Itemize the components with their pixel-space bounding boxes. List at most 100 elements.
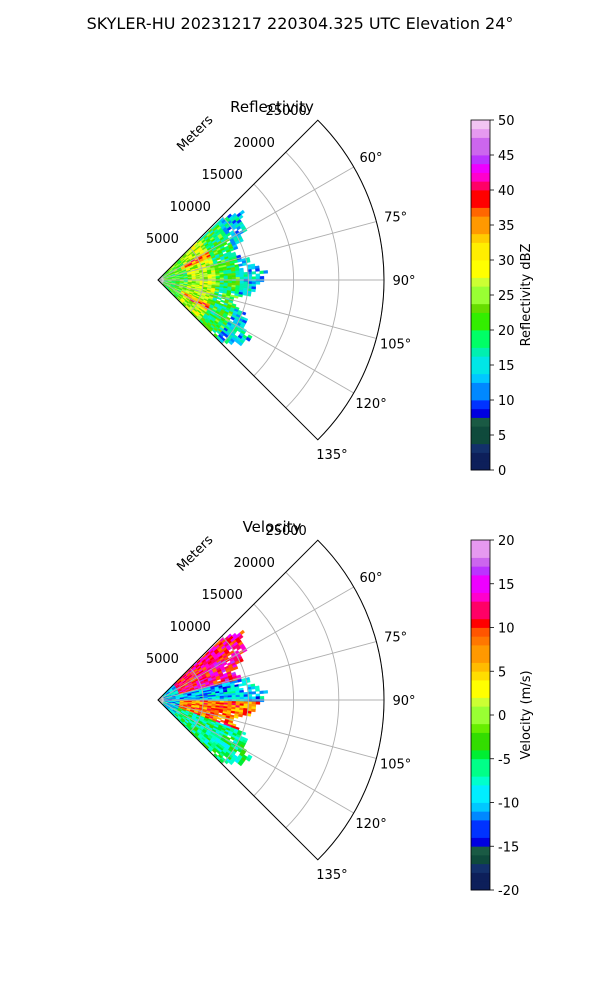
colorbar-band — [471, 881, 490, 891]
radial-tick-label: 10000 — [170, 200, 211, 215]
colorbar-band — [471, 408, 490, 418]
reflectivity-panel: Reflectivity 5000 10000 15000 20000 25000 Mete… — [146, 98, 534, 479]
colorbar-band — [471, 741, 490, 751]
colorbar-tick-label: 5 — [498, 665, 506, 680]
colorbar-band — [471, 417, 490, 427]
colorbar-tick-label: -5 — [498, 753, 511, 768]
colorbar-band — [471, 863, 490, 873]
colorbar-tick-label: 10 — [498, 394, 515, 409]
colorbar-band — [471, 697, 490, 707]
colorbar-band — [471, 802, 490, 812]
colorbar-band — [471, 251, 490, 261]
radial-tick-label: 15000 — [202, 588, 243, 603]
colorbar-band — [471, 286, 490, 296]
angle-tick-label: 135° — [316, 448, 347, 463]
colorbar-band — [471, 793, 490, 803]
colorbar-band — [471, 750, 490, 760]
colorbar-band — [471, 776, 490, 786]
colorbar-band — [471, 575, 490, 585]
colorbar-band — [471, 452, 490, 462]
colorbar-band — [471, 811, 490, 821]
colorbar-band — [471, 828, 490, 838]
colorbar-band — [471, 557, 490, 567]
colorbar-band — [471, 820, 490, 830]
colorbar-band — [471, 321, 490, 331]
polar-grid — [157, 539, 385, 861]
colorbar-tick-label: 10 — [498, 622, 515, 637]
colorbar-band — [471, 540, 490, 550]
sector-frame — [157, 539, 385, 861]
polar-grid — [157, 119, 385, 441]
colorbar-band — [471, 426, 490, 436]
colorbar-band — [471, 120, 490, 130]
sector-frame — [157, 119, 385, 441]
velocity-panel: Velocity 5000 10000 15000 20000 25000 Meters 60… — [146, 518, 534, 899]
colorbar-band — [471, 461, 490, 471]
colorbar-band — [471, 680, 490, 690]
radial-tick-label: 20000 — [233, 556, 274, 571]
colorbar-band — [471, 146, 490, 156]
colorbar-band — [471, 706, 490, 716]
colorbar-band — [471, 347, 490, 357]
colorbar-band — [471, 312, 490, 322]
colorbar-tick-label: 15 — [498, 578, 515, 593]
colorbar-band — [471, 443, 490, 453]
radial-axis-label: Meters — [174, 113, 216, 155]
colorbar-tick-label: -20 — [498, 884, 519, 899]
colorbar-band — [471, 330, 490, 340]
colorbar-band — [471, 618, 490, 628]
colorbar: -20 -15 -10 -5 0 5 10 15 20 Velocity (m/s) — [470, 534, 534, 899]
colorbar-band — [471, 645, 490, 655]
colorbar-tick-label: 0 — [498, 464, 506, 479]
colorbar-tick-label: 5 — [498, 429, 506, 444]
colorbar-tick-label: 30 — [498, 254, 515, 269]
colorbar-band — [471, 128, 490, 138]
colorbar-tick-label: 50 — [498, 114, 515, 129]
colorbar-band — [471, 872, 490, 882]
angle-tick-label: 75° — [384, 630, 407, 645]
colorbar-band — [471, 548, 490, 558]
figure-title: SKYLER-HU 20231217 220304.325 UTC Elevat… — [86, 14, 514, 33]
colorbar-band — [471, 207, 490, 217]
colorbar-band — [471, 303, 490, 313]
colorbar-band — [471, 172, 490, 182]
colorbar-band — [471, 566, 490, 576]
angle-tick-label: 90° — [392, 274, 415, 289]
angle-tick-label: 120° — [355, 817, 386, 832]
colorbar-band — [471, 688, 490, 698]
colorbar-band — [471, 636, 490, 646]
colorbar-band — [471, 268, 490, 278]
radial-tick-label: 5000 — [146, 232, 179, 247]
radial-tick-label: 15000 — [202, 168, 243, 183]
colorbar-band — [471, 225, 490, 235]
colorbar-band — [471, 391, 490, 401]
radial-tick-label: 5000 — [146, 652, 179, 667]
colorbar-band — [471, 400, 490, 410]
colorbar-band — [471, 233, 490, 243]
angle-tick-label: 105° — [380, 338, 411, 353]
data-field — [161, 209, 269, 347]
colorbar-band — [471, 163, 490, 173]
angle-tick-label: 120° — [355, 397, 386, 412]
radial-tick-label: 10000 — [170, 620, 211, 635]
colorbar-band — [471, 277, 490, 287]
colorbar-tick-label: 45 — [498, 149, 515, 164]
panel-title: Velocity — [243, 518, 302, 536]
colorbar-band — [471, 242, 490, 252]
colorbar-band — [471, 260, 490, 270]
colorbar-band — [471, 365, 490, 375]
colorbar-tick-label: 40 — [498, 184, 515, 199]
colorbar-tick-label: -15 — [498, 840, 519, 855]
colorbar-band — [471, 855, 490, 865]
angle-tick-label: 135° — [316, 868, 347, 883]
colorbar-band — [471, 583, 490, 593]
colorbar-band — [471, 601, 490, 611]
colorbar-band — [471, 785, 490, 795]
colorbar-band — [471, 435, 490, 445]
colorbar-band — [471, 671, 490, 681]
colorbar-band — [471, 373, 490, 383]
colorbar-band — [471, 627, 490, 637]
colorbar-band — [471, 592, 490, 602]
angle-tick-label: 90° — [392, 694, 415, 709]
